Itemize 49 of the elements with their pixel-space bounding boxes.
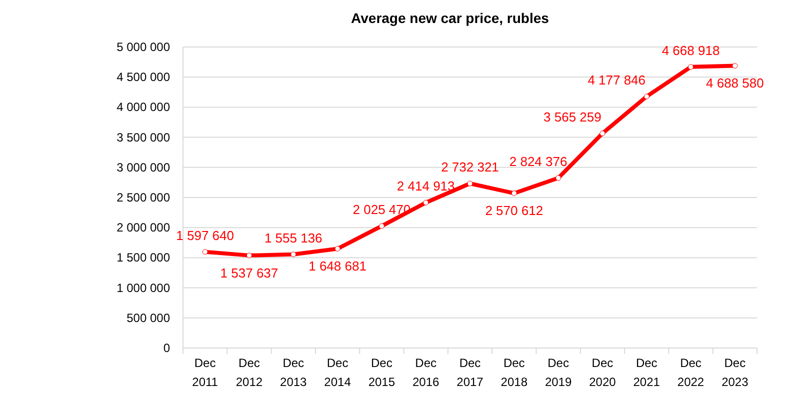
- data-label: 1 648 681: [308, 258, 366, 274]
- data-label: 4 668 918: [662, 42, 720, 58]
- x-tick-label: Dec 2021: [633, 356, 660, 389]
- point: [732, 63, 738, 68]
- point: [290, 252, 296, 258]
- data-label: 2 732 321: [441, 160, 499, 175]
- y-tick-label: 4 500 000: [116, 70, 170, 84]
- x-tick-label: Dec 2015: [368, 356, 396, 389]
- y-tick-label: 1 000 000: [116, 280, 170, 295]
- point: [556, 175, 562, 181]
- y-tick-label: 500 000: [126, 310, 170, 325]
- x-tick-label: Dec 2017: [456, 356, 484, 389]
- point: [644, 94, 650, 100]
- y-tick-label: 3 000 000: [116, 160, 170, 174]
- point: [511, 190, 517, 196]
- point: [334, 246, 340, 252]
- x-tick-label: Dec 2014: [324, 356, 352, 389]
- x-tick-label: Dec 2018: [500, 356, 528, 389]
- y-tick-label: 2 500 000: [116, 190, 170, 204]
- x-tick-label: Dec 2013: [280, 356, 308, 389]
- y-tick-label: 0: [163, 341, 170, 355]
- x-tick-label: Dec 2012: [236, 356, 263, 389]
- data-label: 2 824 376: [509, 154, 568, 169]
- point: [202, 249, 208, 255]
- y-tick-label: 1 500 000: [116, 250, 170, 265]
- x-tick-label: Dec 2019: [544, 356, 572, 389]
- x-tick-label: Dec 2011: [192, 356, 218, 389]
- chart-title: Average new car price, rubles: [351, 10, 550, 26]
- data-label: 1 597 640: [176, 228, 234, 243]
- data-label: 4 177 846: [588, 72, 646, 88]
- y-tick-label: 5 000 000: [116, 40, 170, 54]
- point: [378, 223, 384, 229]
- data-label: 2 570 612: [485, 203, 544, 218]
- point: [423, 200, 429, 206]
- x-tick-label: Dec 2016: [412, 356, 440, 389]
- data-label: 1 555 136: [264, 230, 322, 246]
- y-tick-label: 3 500 000: [116, 130, 170, 144]
- data-label: 1 537 637: [220, 265, 278, 280]
- point: [467, 180, 473, 186]
- y-tick-label: 2 000 000: [116, 220, 170, 235]
- y-tick-label: 4 000 000: [116, 100, 170, 114]
- x-tick-label: Dec 2023: [722, 356, 749, 389]
- data-label: 4 688 580: [706, 76, 764, 91]
- data-label: 3 565 259: [544, 109, 602, 124]
- point: [688, 64, 694, 70]
- point: [246, 252, 252, 258]
- x-tick-label: Dec 2022: [677, 356, 704, 389]
- point: [600, 130, 606, 136]
- x-tick-label: Dec 2020: [589, 356, 616, 389]
